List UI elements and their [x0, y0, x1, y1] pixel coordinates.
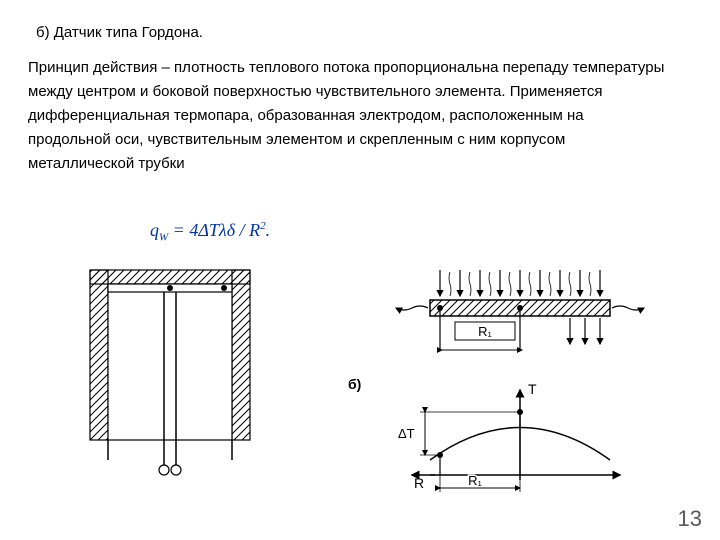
label-r1-bottom: R₁ — [468, 473, 482, 488]
heat-flux-diagram: R₁ — [370, 260, 670, 370]
temperature-profile-diagram: T R ΔT R₁ — [370, 380, 670, 500]
sensor-cross-section-diagram — [70, 260, 270, 490]
axis-label-r: R — [414, 475, 424, 491]
section-heading: б) Датчик типа Гордона. — [36, 24, 203, 41]
label-delta-t: ΔT — [398, 426, 415, 441]
axis-label-t: T — [528, 381, 537, 397]
body-paragraph: Принцип действия – плотность теплового п… — [28, 56, 668, 176]
formula: qW = 4ΔTλδ / R2. — [150, 220, 270, 244]
page-number: 13 — [678, 506, 702, 532]
subfigure-label: б) — [348, 376, 361, 392]
label-r1-top: R₁ — [478, 324, 492, 339]
